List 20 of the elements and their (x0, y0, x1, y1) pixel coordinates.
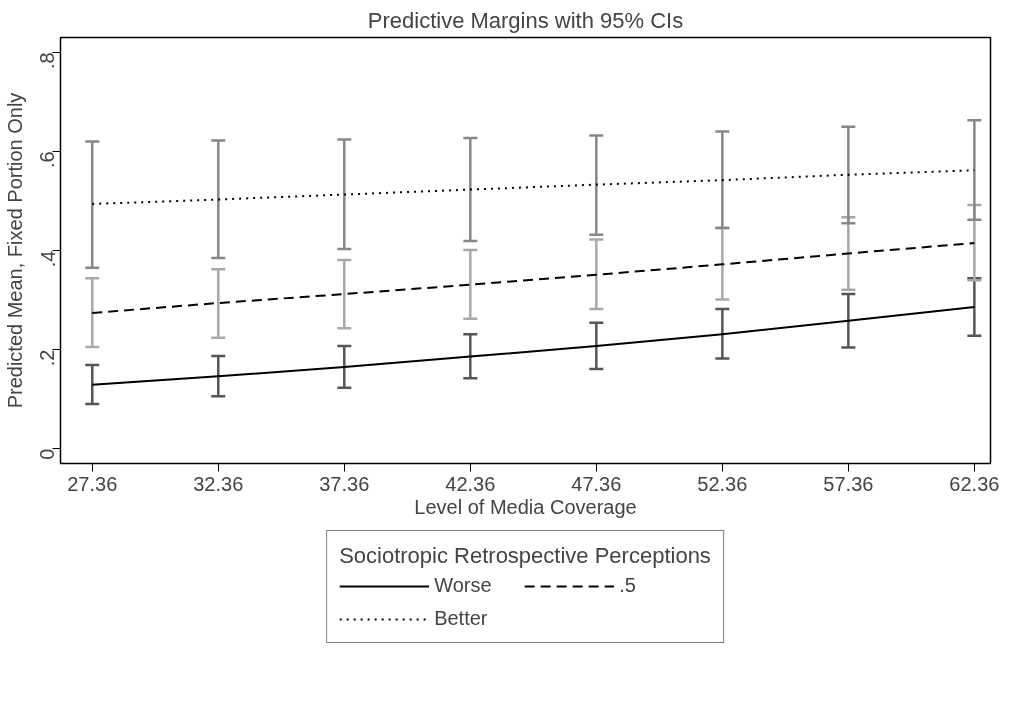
y-tick-label: 0 (36, 448, 59, 460)
x-axis-title: Level of Media Coverage (414, 495, 637, 518)
legend-title: Sociotropic Retrospective Perceptions (339, 543, 711, 569)
x-tick-label: 27.36 (67, 472, 118, 495)
x-tick-label: 57.36 (823, 472, 874, 495)
x-tick-label: 37.36 (319, 472, 370, 495)
y-tick-label: .4 (36, 250, 59, 268)
y-tick-label: .6 (36, 151, 59, 169)
legend-label: Worse (434, 574, 493, 597)
y-tick-label: .8 (36, 52, 59, 70)
legend-label: Better (434, 607, 489, 630)
chart-title: Predictive Margins with 95% CIs (367, 7, 684, 33)
y-axis-title: Predicted Mean, Fixed Portion Only (3, 92, 26, 409)
x-tick-label: 47.36 (571, 472, 622, 495)
x-tick-label: 52.36 (697, 472, 748, 495)
y-tick-label: .2 (36, 349, 59, 367)
x-tick-label: 32.36 (193, 472, 244, 495)
x-tick-label: 62.36 (949, 472, 1000, 495)
legend-label: .5 (619, 574, 637, 597)
x-tick-label: 42.36 (445, 472, 496, 495)
